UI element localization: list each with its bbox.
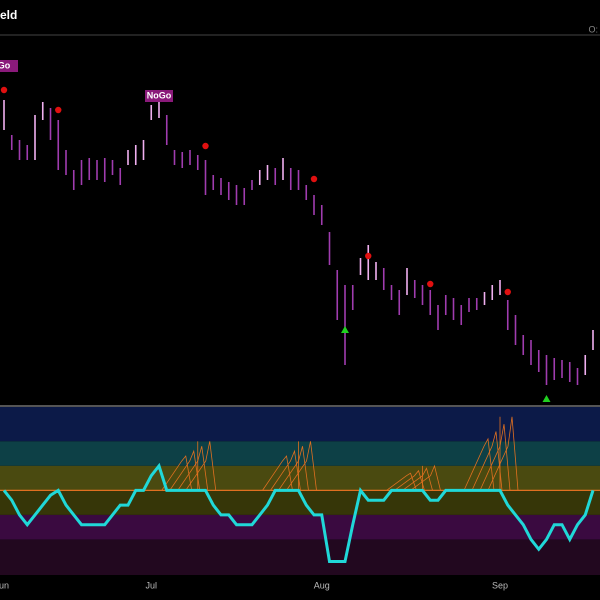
signal-label: NoGo bbox=[147, 90, 172, 100]
nogo-dot bbox=[202, 142, 209, 150]
go-triangle bbox=[341, 326, 349, 333]
nogo-dot bbox=[504, 288, 511, 296]
spike-line bbox=[410, 464, 441, 491]
spike-line bbox=[286, 441, 317, 491]
nogo-dot bbox=[365, 252, 372, 260]
corner-text: O: bbox=[588, 24, 598, 34]
spike-line bbox=[262, 455, 293, 491]
nogo-dot bbox=[0, 86, 8, 94]
nogo-dot bbox=[427, 280, 434, 288]
go-triangle bbox=[542, 395, 551, 402]
spike-fan bbox=[463, 416, 519, 491]
x-tick-label: Aug bbox=[314, 580, 330, 590]
chart-title: eld bbox=[0, 8, 17, 22]
oscillator-band bbox=[0, 539, 600, 575]
label-box bbox=[145, 90, 173, 102]
oscillator-line bbox=[2, 462, 595, 564]
spike-line bbox=[463, 437, 495, 491]
spike-line bbox=[161, 455, 193, 491]
nogo-dot bbox=[55, 106, 62, 114]
label-box bbox=[0, 60, 18, 72]
signal-label: Go bbox=[0, 60, 11, 70]
spike-line bbox=[185, 441, 217, 491]
x-tick-label: un bbox=[0, 580, 9, 590]
x-tick-label: Jul bbox=[145, 580, 157, 590]
spike-line bbox=[386, 472, 417, 491]
spike-line bbox=[487, 416, 519, 491]
oscillator-band bbox=[0, 441, 600, 466]
spike-fan bbox=[386, 464, 441, 491]
oscillator-band bbox=[0, 514, 600, 540]
spike-fan bbox=[262, 441, 317, 491]
x-tick-label: Sep bbox=[492, 580, 508, 590]
nogo-dot bbox=[310, 175, 318, 183]
oscillator-band bbox=[0, 407, 600, 442]
spike-fan bbox=[161, 441, 217, 491]
